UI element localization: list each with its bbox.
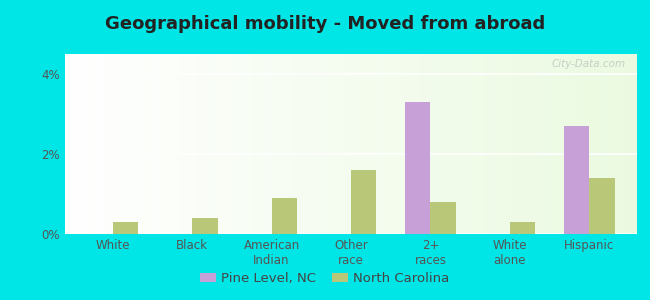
Text: City-Data.com: City-Data.com [551, 59, 625, 69]
Bar [272, 198, 297, 234]
Bar [564, 126, 590, 234]
Bar [405, 102, 430, 234]
Bar [590, 178, 615, 234]
Bar [510, 222, 536, 234]
Bar [430, 202, 456, 234]
Bar [351, 170, 376, 234]
Bar [192, 218, 218, 234]
Bar [112, 222, 138, 234]
Legend: Pine Level, NC, North Carolina: Pine Level, NC, North Carolina [195, 267, 455, 290]
Text: Geographical mobility - Moved from abroad: Geographical mobility - Moved from abroa… [105, 15, 545, 33]
